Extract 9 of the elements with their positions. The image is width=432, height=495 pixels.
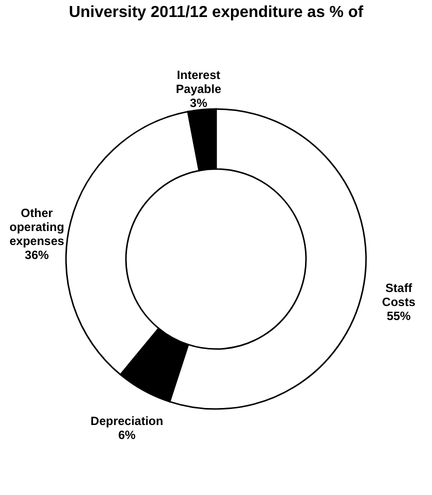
data-label: 55% <box>386 308 412 323</box>
slice-label: Interest Payable <box>176 68 222 96</box>
chart-title: University 2011/12 expenditure as % of <box>68 4 364 21</box>
slice-label: Depreciation <box>90 414 164 428</box>
slice-label: Other operating expenses <box>9 206 64 248</box>
data-label: 3% <box>190 96 208 110</box>
data-label: 6% <box>118 428 136 442</box>
data-label: 36% <box>24 248 50 262</box>
slice-label: Staff Costs <box>382 280 416 309</box>
